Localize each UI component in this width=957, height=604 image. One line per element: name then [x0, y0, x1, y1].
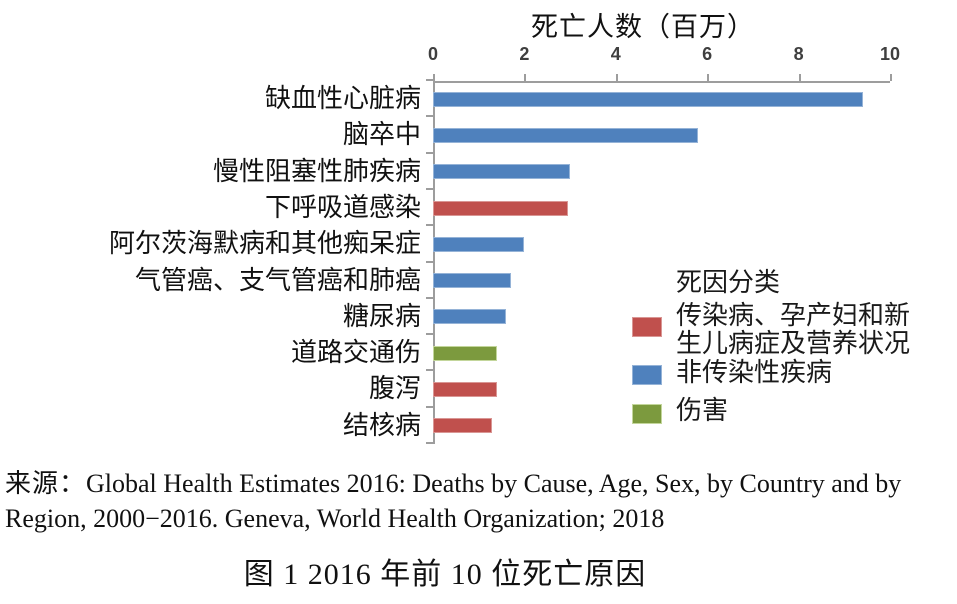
- legend-swatch-injury: [632, 404, 662, 424]
- bar: [433, 164, 571, 180]
- category-label: 气管癌、支气管癌和肺癌: [134, 265, 421, 295]
- legend-swatch-noncommunicable: [632, 365, 662, 385]
- y-axis-tick: [426, 296, 433, 299]
- category-label: 下呼吸道感染: [264, 192, 421, 222]
- bar: [433, 127, 699, 143]
- legend-item-label: 传染病、孕产妇和新生儿病症及营养状况: [676, 301, 911, 358]
- y-axis-tick: [426, 187, 433, 190]
- legend-item-label: 非传染性疾病: [676, 358, 833, 387]
- x-axis-tick: [615, 74, 618, 81]
- bar: [433, 309, 507, 325]
- source-note: 来源：Global Health Estimates 2016: Deaths …: [5, 466, 955, 536]
- x-tick-label: 10: [879, 44, 901, 64]
- bar: [433, 418, 493, 434]
- x-axis-tick: [433, 74, 435, 81]
- bar: [433, 91, 863, 107]
- category-label: 脑卒中: [342, 120, 421, 150]
- chart-title: 死亡人数（百万）: [531, 12, 755, 42]
- bar: [433, 345, 497, 361]
- y-axis-tick: [426, 405, 433, 408]
- category-label: 慢性阻塞性肺疾病: [212, 156, 421, 186]
- y-axis-tick: [426, 151, 433, 154]
- x-tick-label: 4: [610, 44, 621, 64]
- legend-title: 死因分类: [676, 268, 781, 297]
- x-tick-label: 6: [702, 44, 713, 64]
- category-label: 道路交通伤: [290, 338, 421, 368]
- category-label: 结核病: [342, 410, 421, 440]
- category-label: 糖尿病: [342, 301, 421, 331]
- y-axis-tick: [426, 333, 433, 336]
- legend-swatch-communicable: [632, 317, 662, 337]
- y-axis-tick: [426, 79, 433, 81]
- figure-caption: 图 1 2016 年前 10 位死亡原因: [243, 558, 647, 591]
- x-axis-tick: [890, 74, 892, 81]
- source-text: Global Health Estimates 2016: Deaths by …: [86, 469, 902, 498]
- bar: [433, 382, 497, 398]
- y-axis-tick: [426, 442, 433, 444]
- category-axis: 缺血性心脏病脑卒中慢性阻塞性肺疾病下呼吸道感染阿尔茨海默病和其他痴呆症气管癌、支…: [0, 81, 421, 444]
- bar: [433, 236, 525, 252]
- x-axis-tick: [798, 74, 801, 81]
- category-label: 阿尔茨海默病和其他痴呆症: [108, 229, 421, 259]
- plot-area: [426, 74, 892, 444]
- category-label: 腹泻: [368, 374, 421, 404]
- category-label: 缺血性心脏病: [264, 84, 421, 113]
- source-line-1: 来源：Global Health Estimates 2016: Deaths …: [5, 466, 955, 501]
- x-axis-tick: [707, 74, 710, 81]
- source-line-2: Region, 2000−2016. Geneva, World Health …: [5, 504, 665, 533]
- x-tick-label: 0: [427, 44, 439, 64]
- bar: [433, 200, 568, 216]
- y-axis-tick: [426, 224, 433, 227]
- y-axis-tick: [426, 369, 433, 372]
- x-axis-tick: [524, 74, 527, 81]
- y-axis-tick: [426, 115, 433, 118]
- x-tick-label: 8: [793, 44, 804, 64]
- x-tick-label: 2: [519, 44, 530, 64]
- bar: [433, 273, 511, 289]
- y-axis-tick: [426, 260, 433, 263]
- source-prefix: 来源：: [5, 469, 87, 498]
- legend-item-label: 伤害: [676, 396, 729, 425]
